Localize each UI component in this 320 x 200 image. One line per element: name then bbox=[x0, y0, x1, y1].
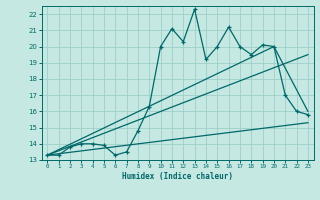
X-axis label: Humidex (Indice chaleur): Humidex (Indice chaleur) bbox=[122, 172, 233, 181]
